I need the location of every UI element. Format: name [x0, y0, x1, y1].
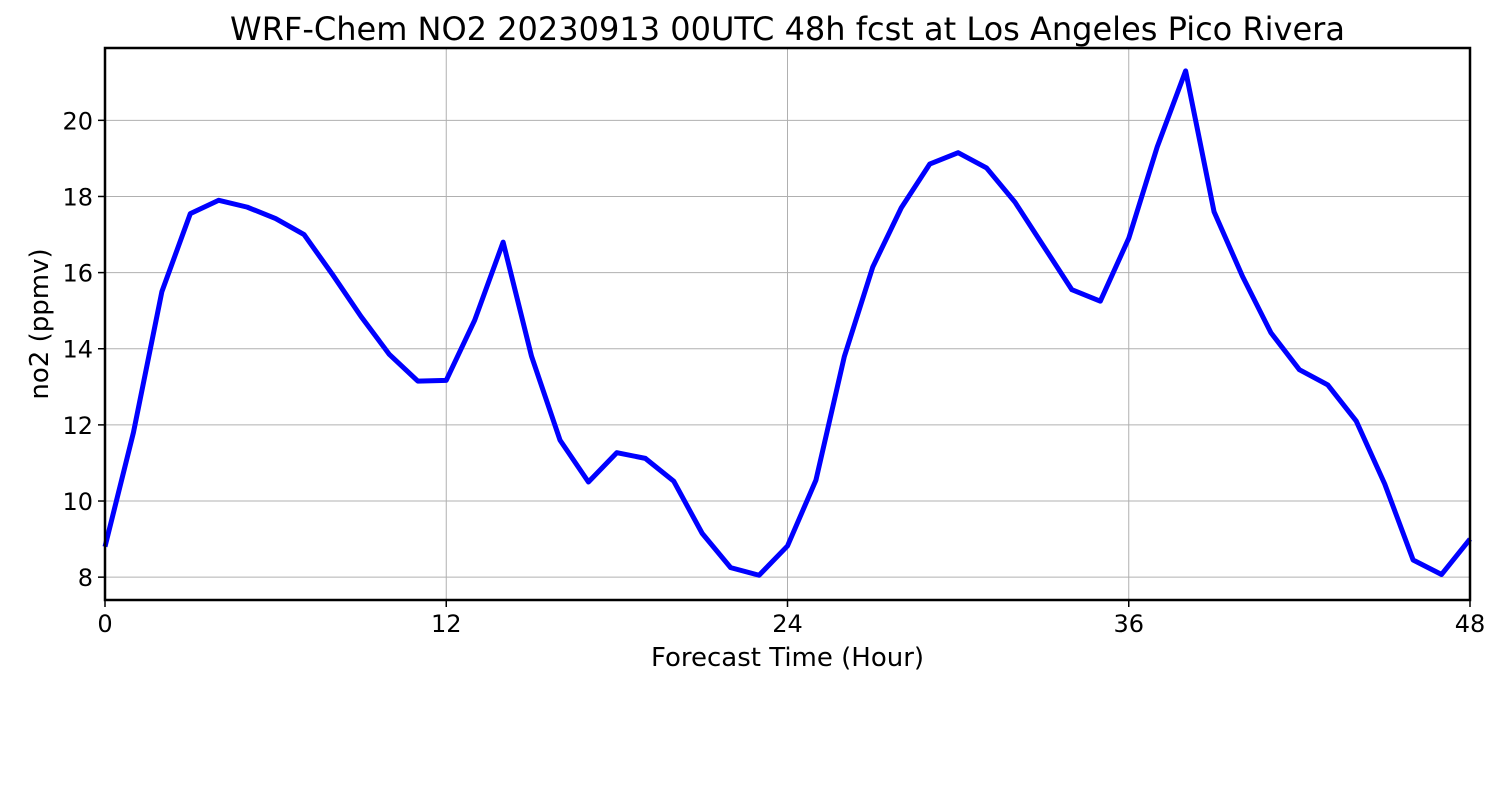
y-tick-label: 12 — [62, 412, 93, 440]
x-tick-label: 12 — [431, 610, 462, 638]
y-tick-label: 20 — [62, 107, 93, 135]
axis-ticks: 0 12 24 36 48 8 10 12 14 16 18 20 — [62, 107, 1485, 638]
y-tick-label: 8 — [78, 564, 93, 592]
y-tick-label: 18 — [62, 183, 93, 211]
y-axis-title: no2 (ppmv) — [25, 248, 55, 399]
series-layer — [102, 68, 1472, 578]
x-tick-label: 0 — [97, 610, 112, 638]
x-tick-label: 24 — [772, 610, 803, 638]
x-tick-label: 48 — [1455, 610, 1486, 638]
y-tick-label: 10 — [62, 488, 93, 516]
chart-title: WRF-Chem NO2 20230913 00UTC 48h fcst at … — [230, 10, 1345, 48]
y-tick-label: 14 — [62, 336, 93, 364]
x-axis-title: Forecast Time (Hour) — [651, 643, 924, 673]
no2-series-line — [102, 68, 1472, 578]
y-tick-label: 16 — [62, 260, 93, 288]
x-tick-label: 36 — [1113, 610, 1144, 638]
